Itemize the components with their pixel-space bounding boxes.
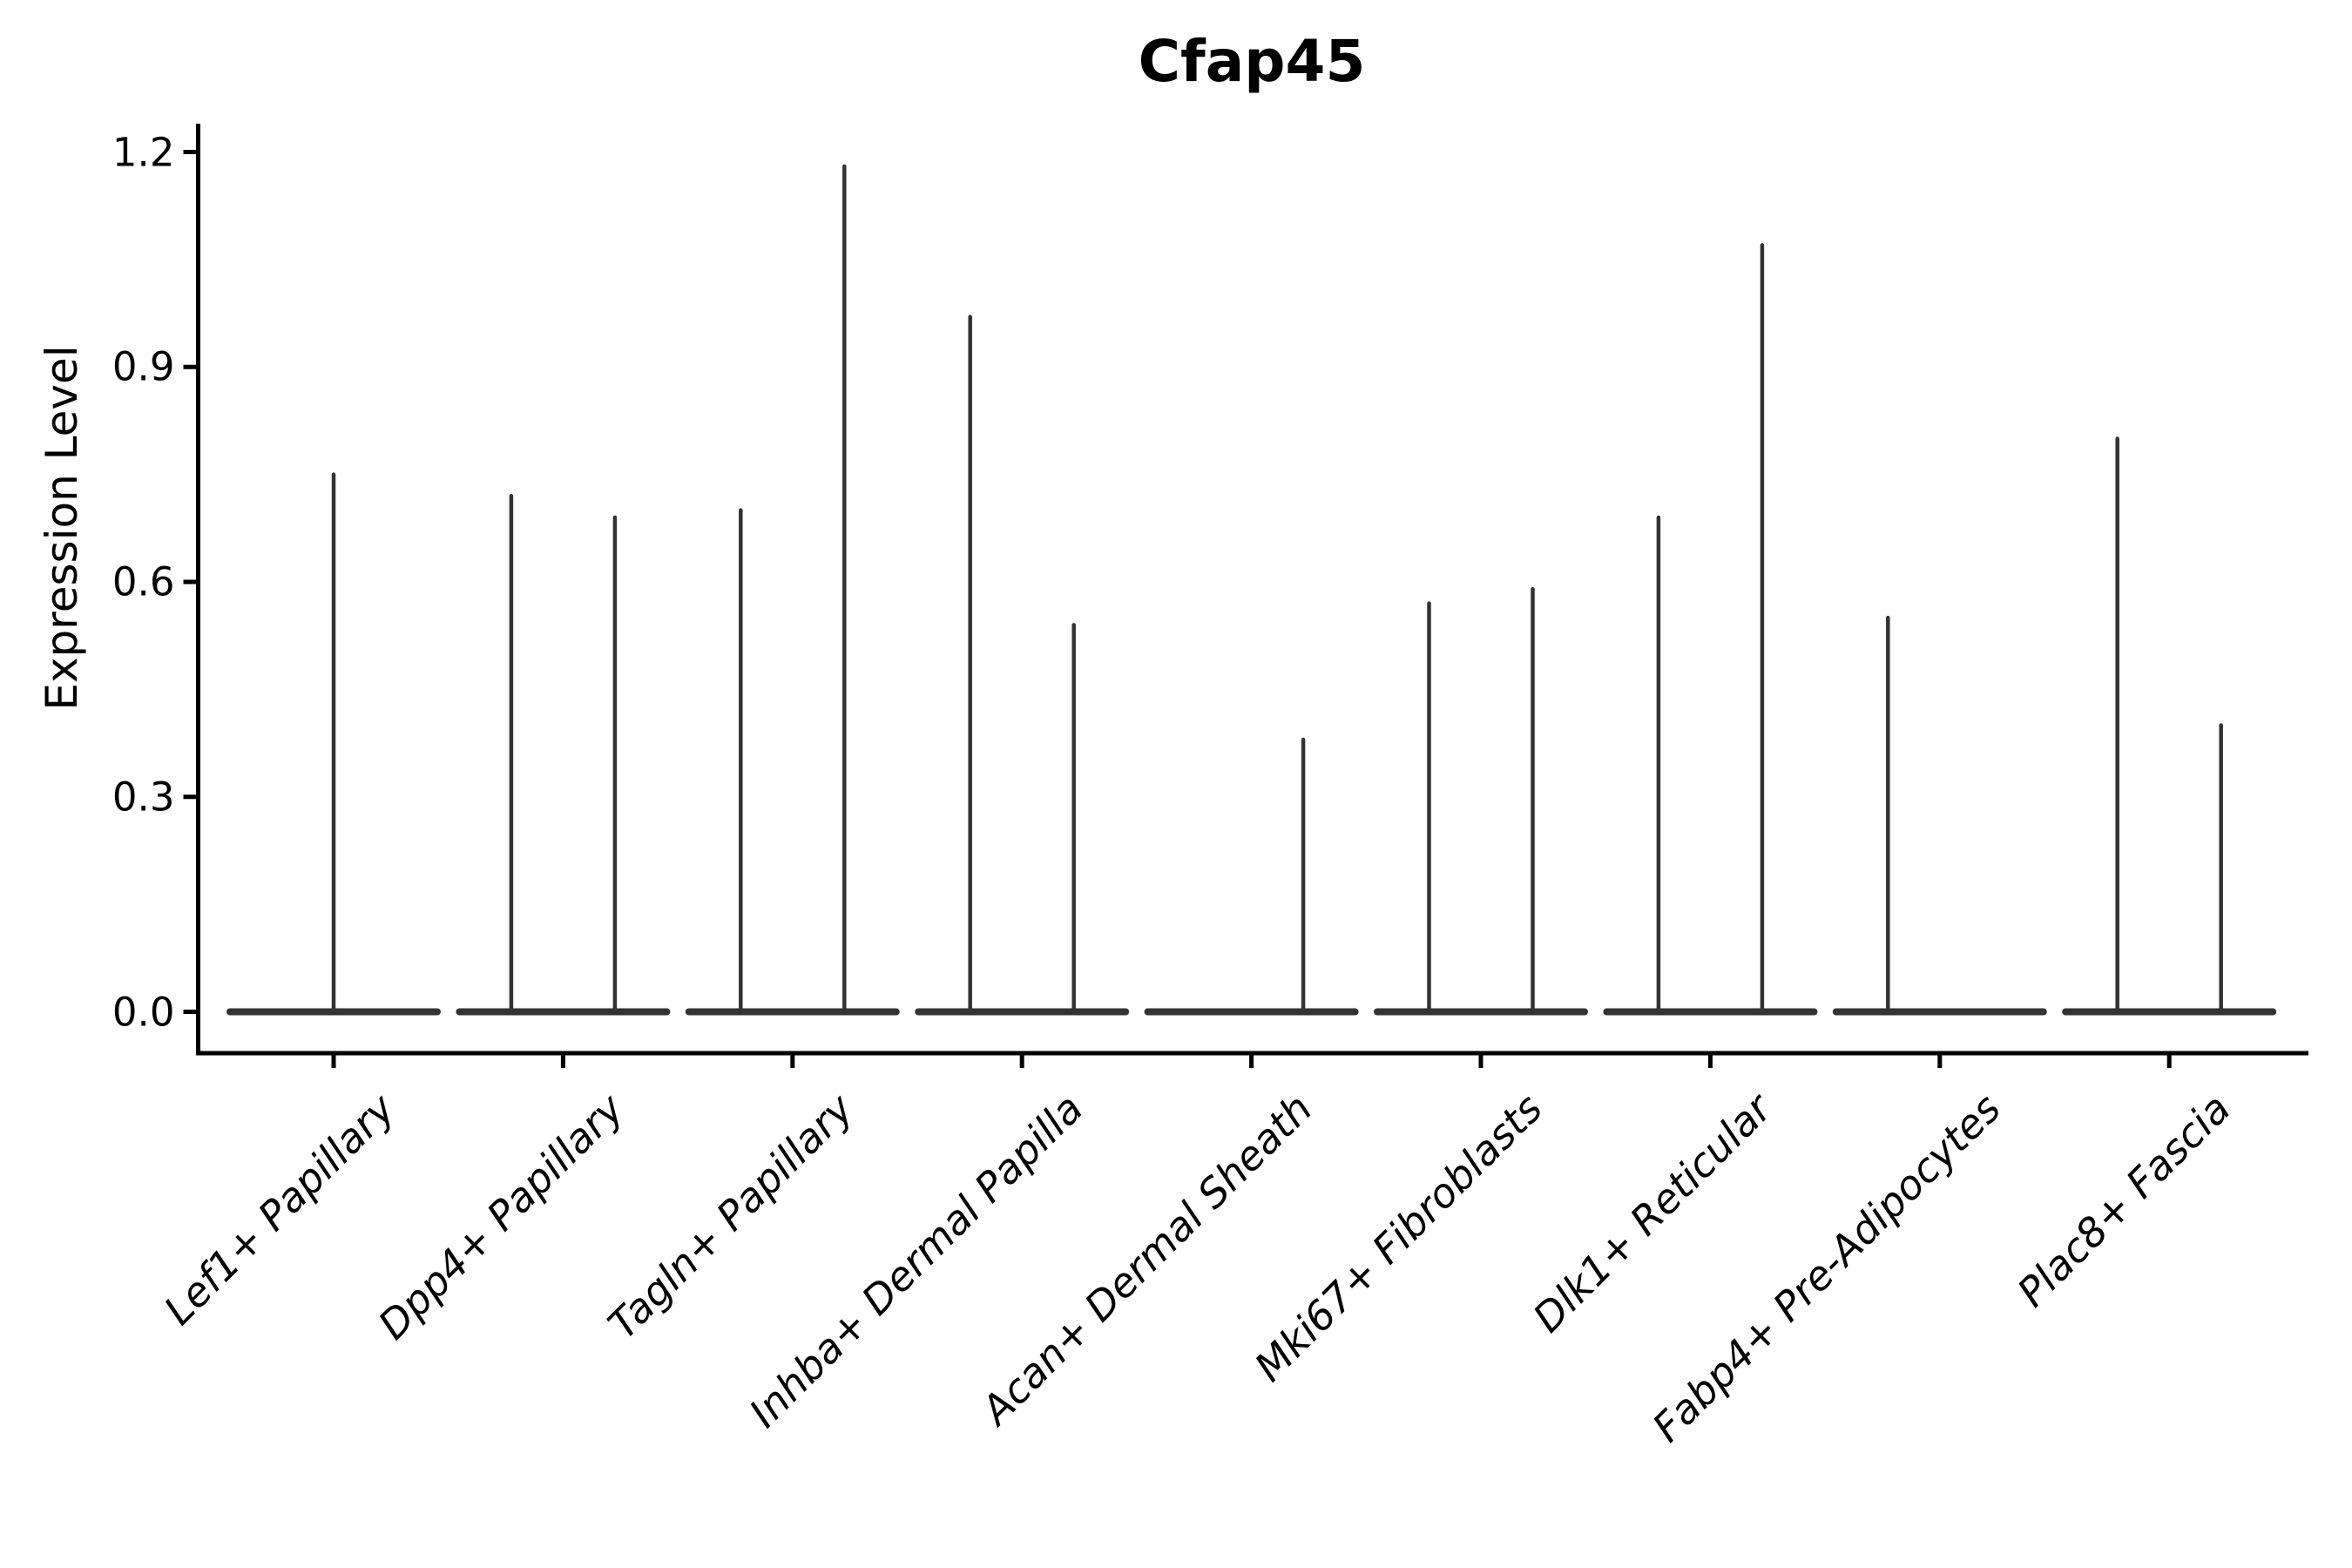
y-tick-label: 0.6 bbox=[112, 558, 175, 605]
y-axis-label: Expression Level bbox=[37, 345, 87, 711]
y-tick-label: 0.3 bbox=[112, 774, 175, 821]
y-tick-label: 1.2 bbox=[112, 129, 175, 175]
chart-title: Cfap45 bbox=[1138, 28, 1366, 95]
y-tick-label: 0.9 bbox=[112, 343, 175, 390]
y-tick-label: 0.0 bbox=[112, 989, 175, 1035]
